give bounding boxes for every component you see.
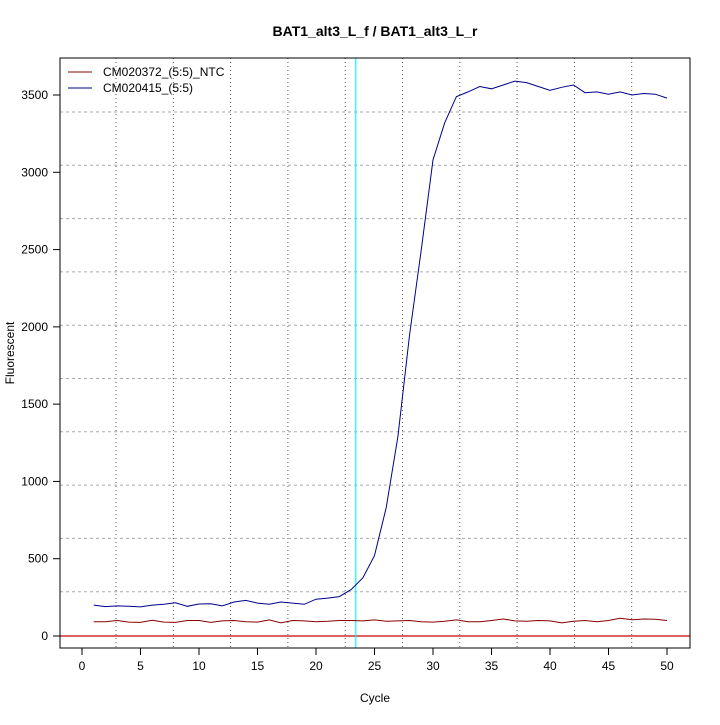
y-axis-label: Fluorescent bbox=[3, 321, 17, 384]
x-tick-label: 25 bbox=[368, 659, 382, 673]
x-tick-label: 30 bbox=[426, 659, 440, 673]
series-line-0 bbox=[93, 617, 668, 624]
y-tick-label: 500 bbox=[28, 552, 48, 566]
axis-ticks: 0 5 10 15 20 25 30 35 40 45 5005001000150020002500… bbox=[21, 88, 674, 673]
y-tick-label: 3000 bbox=[21, 165, 48, 179]
reference-lines bbox=[60, 58, 690, 648]
y-tick-label: 1000 bbox=[21, 474, 48, 488]
x-tick-label: 45 bbox=[602, 659, 616, 673]
y-tick-label: 3500 bbox=[21, 88, 48, 102]
x-tick-label: 0 bbox=[79, 659, 86, 673]
y-tick-label: 0 bbox=[41, 629, 48, 643]
legend-label-ntc: CM020372_(5:5)_NTC bbox=[103, 65, 225, 79]
legend: CM020372_(5:5)_NTC CM020415_(5:5) bbox=[68, 65, 225, 95]
x-tick-label: 35 bbox=[485, 659, 499, 673]
x-tick-label: 15 bbox=[251, 659, 265, 673]
x-tick-label: 40 bbox=[543, 659, 557, 673]
x-tick-label: 50 bbox=[660, 659, 674, 673]
plot-frame bbox=[59, 57, 691, 649]
legend-label-sample: CM020415_(5:5) bbox=[103, 81, 193, 95]
series-line-1 bbox=[93, 80, 668, 608]
x-tick-label: 10 bbox=[192, 659, 206, 673]
y-tick-label: 2000 bbox=[21, 320, 48, 334]
x-axis-label: Cycle bbox=[360, 691, 390, 705]
x-tick-label: 20 bbox=[309, 659, 323, 673]
grid bbox=[60, 58, 690, 648]
series-lines bbox=[93, 80, 668, 624]
y-tick-label: 1500 bbox=[21, 397, 48, 411]
y-tick-label: 2500 bbox=[21, 243, 48, 257]
x-tick-label: 5 bbox=[137, 659, 144, 673]
chart-title: BAT1_alt3_L_f / BAT1_alt3_L_r bbox=[273, 23, 478, 39]
